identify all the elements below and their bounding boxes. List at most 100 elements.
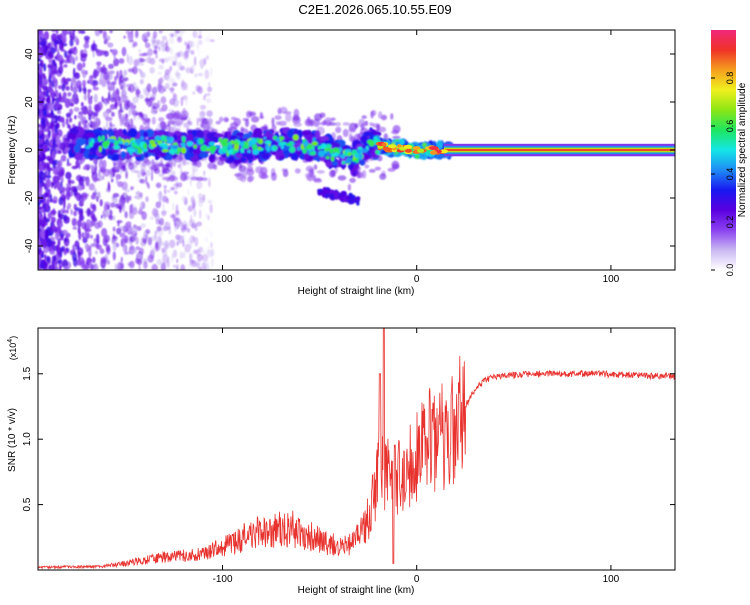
spectrogram-noise-cell: [142, 87, 146, 94]
spectrogram-haze-cell: [102, 110, 110, 119]
spectrogram-noise-cell: [66, 162, 72, 167]
spectrogram-noise-cell: [165, 39, 169, 50]
spectrogram-noise-cell: [151, 263, 158, 270]
spectrogram-panel: -100 0 100 -40 -20 0 20 40 Height of straight l…: [7, 29, 676, 297]
spectrogram-noise-cell: [88, 183, 95, 191]
spectrogram-haze-cell: [162, 167, 171, 174]
spectrogram-noise-cell: [161, 210, 167, 215]
spectrogram-noise-cell: [92, 256, 96, 264]
spectrogram-noise-cell: [51, 181, 54, 189]
spectrogram-noise-cell: [158, 85, 165, 94]
spectrogram-branch-cell: [330, 193, 335, 200]
spectrogram-noise-cell: [72, 67, 76, 78]
spectrogram-peak-cell: [344, 160, 351, 164]
spectrogram-noise-cell: [163, 185, 167, 189]
spectrogram-noise-cell: [145, 229, 151, 235]
spectrogram-noise-cell: [59, 142, 65, 150]
spectrogram-noise-cell: [70, 208, 73, 216]
spectrogram-noise-cell: [119, 103, 123, 113]
spectrogram-transition-cell: [429, 146, 439, 151]
spectrogram-peak-cell: [346, 151, 352, 157]
spectrogram-noise-cell: [63, 265, 69, 270]
spectrogram-ridge-cell: [165, 154, 173, 161]
spectrogram-haze-cell: [177, 113, 183, 119]
spectrogram-noise-cell: [94, 30, 101, 37]
spectrogram-noise-cell: [158, 64, 164, 70]
spectrogram-noise-cell: [163, 188, 167, 195]
spectrogram-noise-cell: [193, 168, 199, 173]
spectrogram-noise-cell: [118, 58, 125, 64]
spectrogram-peak-cell: [113, 140, 119, 146]
spectrogram-noise-cell: [107, 260, 110, 265]
spectrogram-ridge-cell: [325, 161, 332, 167]
spectrogram-noise-cell: [93, 93, 98, 103]
spectrogram-haze-cell: [260, 174, 269, 179]
spectrogram-noise-cell: [103, 50, 109, 57]
spectrogram-peak-cell: [252, 148, 259, 155]
spectrogram-noise-cell: [71, 30, 75, 41]
spectrogram-noise-cell: [40, 163, 44, 167]
spectrogram-peak-cell: [338, 147, 343, 153]
spectrogram-noise-cell: [73, 107, 80, 112]
spectrogram-noise-cell: [40, 124, 43, 129]
spectrogram-peak-cell: [340, 153, 345, 159]
spectrogram-peak-cell: [140, 136, 144, 141]
spectrogram-branch-cell: [324, 193, 331, 198]
spectrogram-ytick-label: -40: [24, 238, 35, 253]
spectrogram-noise-cell: [45, 44, 48, 53]
spectrogram-haze-cell: [349, 177, 356, 183]
spectrogram-noise-cell: [40, 117, 46, 126]
spectrogram-noise-cell: [187, 188, 190, 196]
spectrogram-noise-cell: [207, 31, 212, 41]
spectrogram-peak-cell: [208, 141, 215, 146]
spectrogram-noise-cell: [56, 38, 63, 45]
spectrogram-haze-cell: [368, 169, 376, 173]
spectrogram-noise-cell: [52, 224, 56, 231]
spectrogram-peak-cell: [356, 149, 362, 154]
spectrogram-noise-cell: [47, 212, 53, 219]
spectrogram-noise-cell: [85, 227, 92, 233]
spectrogram-noise-cell: [121, 181, 128, 191]
spectrogram-peak-cell: [312, 137, 317, 143]
spectrogram-haze-cell: [342, 128, 349, 138]
spectrogram-ridge-cell: [275, 151, 280, 161]
spectrogram-haze-cell: [109, 121, 113, 128]
spectrogram-noise-cell: [92, 86, 99, 91]
spectrogram-noise-cell: [56, 150, 62, 155]
spectrogram-noise-cell: [48, 102, 54, 111]
spectrogram-noise-cell: [67, 92, 72, 97]
spectrogram-noise-cell: [189, 121, 193, 126]
spectrogram-haze-cell: [380, 114, 387, 121]
spectrogram-noise-cell: [39, 62, 43, 66]
spectrogram-noise-cell: [169, 239, 176, 249]
spectrogram-ridge-cell: [73, 144, 81, 153]
spectrogram-noise-cell: [182, 224, 188, 230]
spectrogram-noise-cell: [124, 235, 129, 244]
spectrogram-noise-cell: [90, 194, 97, 200]
spectrogram-noise-cell: [88, 75, 93, 85]
spectrogram-peak-cell: [325, 156, 330, 160]
spectrogram-peak-cell: [296, 146, 301, 151]
spectrogram-noise-cell: [138, 62, 145, 66]
spectrogram-noise-cell: [43, 229, 49, 239]
spectrogram-noise-cell: [157, 71, 163, 75]
spectrogram-noise-cell: [52, 208, 56, 217]
spectrogram-noise-cell: [84, 243, 89, 250]
spectrogram-noise-cell: [151, 207, 158, 217]
spectrogram-noise-cell: [58, 222, 64, 228]
spectrogram-noise-cell: [154, 45, 159, 50]
spectrogram-peak-cell: [131, 141, 136, 148]
spectrogram-noise-cell: [124, 100, 130, 111]
spectrogram-noise-cell: [207, 200, 213, 204]
spectrogram-noise-cell: [203, 259, 210, 268]
spectrogram-noise-cell: [42, 144, 48, 151]
spectrogram-noise-cell: [179, 65, 185, 71]
spectrogram-noise-cell: [197, 35, 203, 39]
spectrogram-haze-cell: [238, 165, 247, 173]
spectrogram-haze-cell: [219, 116, 224, 123]
spectrogram-noise-cell: [66, 209, 69, 214]
spectrogram-haze-cell: [335, 126, 342, 134]
spectrogram-noise-cell: [158, 107, 165, 113]
spectrogram-haze-cell: [196, 176, 204, 182]
spectrogram-noise-cell: [176, 258, 179, 263]
